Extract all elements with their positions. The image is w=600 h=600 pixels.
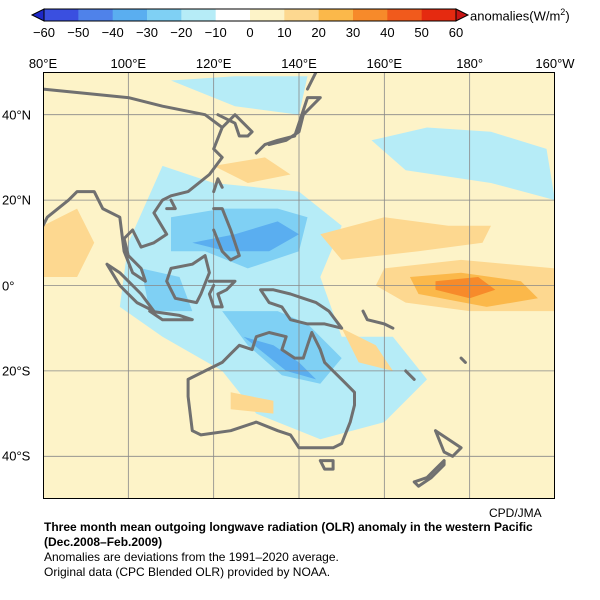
anomaly-region-pos20	[341, 328, 393, 371]
colorbar-tick-label: 10	[277, 25, 292, 40]
coastline	[207, 279, 237, 309]
colorbar-arrow-right	[455, 8, 470, 22]
colorbar-tick-label: 50	[414, 25, 429, 40]
colorbar-tick-label: 20	[311, 25, 326, 40]
caption-note-source: Original data (CPC Blended OLR) provided…	[44, 565, 331, 579]
latitude-label: 20°S	[2, 363, 31, 379]
coastline	[404, 369, 416, 381]
anomaly-region-pos20	[43, 208, 95, 277]
coastline	[165, 254, 211, 305]
coastlines	[43, 72, 467, 488]
latitude-label: 40°S	[2, 448, 31, 464]
colorbar-cell	[147, 9, 182, 21]
coastline	[148, 309, 194, 322]
longitude-label: 160°W	[535, 56, 575, 71]
anomaly-region-neg10	[371, 127, 555, 201]
coastline	[361, 309, 395, 330]
colorbar-cell	[250, 9, 285, 21]
colorbar-cell	[181, 9, 217, 21]
map-frame	[43, 72, 555, 499]
colorbar	[30, 8, 470, 22]
coastline	[43, 87, 224, 283]
colorbar-tick-label: −50	[67, 25, 90, 40]
colorbar-cell	[353, 9, 388, 21]
longitude-label: 120°E	[195, 56, 232, 71]
latitude-label: 20°N	[2, 192, 32, 208]
anomaly-region-pos20	[320, 217, 491, 260]
coastline	[165, 198, 177, 211]
colorbar-frame	[43, 8, 457, 22]
coastline	[186, 331, 356, 450]
longitude-label: 100°E	[110, 56, 147, 71]
coastline	[306, 72, 318, 91]
coastline	[412, 459, 446, 488]
colorbar-cell	[318, 9, 354, 21]
colorbar-cell	[78, 9, 114, 21]
colorbar-tick-label: −40	[101, 25, 124, 40]
colorbar-tick-label: −60	[32, 25, 56, 40]
caption-note-average: Anomalies are deviations from the 1991–2…	[44, 550, 339, 564]
caption: Three month mean outgoing longwave radia…	[44, 520, 596, 580]
coastline	[212, 177, 224, 194]
coastline	[254, 96, 322, 155]
colorbar-cell	[421, 9, 457, 21]
anomaly-region-pos40	[435, 277, 496, 299]
longitude-label: 80°E	[28, 56, 58, 71]
caption-title: Three month mean outgoing longwave radia…	[44, 520, 533, 534]
coastline	[212, 207, 241, 262]
colorbar-cell	[112, 9, 148, 21]
colorbar-unit-label: anomalies(W/m2)	[470, 7, 570, 24]
longitude-label: 160°E	[366, 56, 403, 71]
colorbar-tick-label: −10	[204, 25, 227, 40]
latitude-label: 0°	[2, 278, 15, 293]
olr-anomaly-map	[43, 72, 555, 499]
latitude-label: 40°N	[2, 107, 32, 123]
anomaly-region-neg30	[243, 336, 317, 380]
colorbar-arrow-left	[30, 8, 45, 22]
colorbar-cell	[44, 9, 79, 21]
colorbar-tick-label: 40	[380, 25, 395, 40]
anomaly-region-neg10	[171, 76, 308, 115]
coastline	[259, 288, 344, 330]
colorbar-tick-label: 30	[345, 25, 361, 40]
colorbar-tick-label: −30	[135, 25, 159, 40]
coastline	[216, 113, 254, 138]
caption-period: (Dec.2008–Feb.2009)	[44, 535, 163, 549]
coastline	[434, 429, 463, 458]
colorbar-tick-label: 60	[448, 25, 464, 40]
colorbar-cell	[215, 9, 251, 21]
colorbar-cell	[284, 9, 320, 21]
anomaly-region-pos20	[230, 392, 274, 414]
anomaly-region-pos20	[213, 157, 291, 183]
colorbar-tick-label: −20	[170, 25, 193, 40]
colorbar-cell	[387, 9, 423, 21]
longitude-label: 140°E	[281, 56, 317, 71]
colorbar-cells	[44, 9, 457, 21]
coastline	[459, 356, 467, 364]
colorbar-tick-label: 0	[246, 25, 254, 40]
longitude-label: 180°	[456, 56, 484, 71]
coastline	[318, 459, 335, 471]
credit-label: CPD/JMA	[489, 506, 542, 520]
